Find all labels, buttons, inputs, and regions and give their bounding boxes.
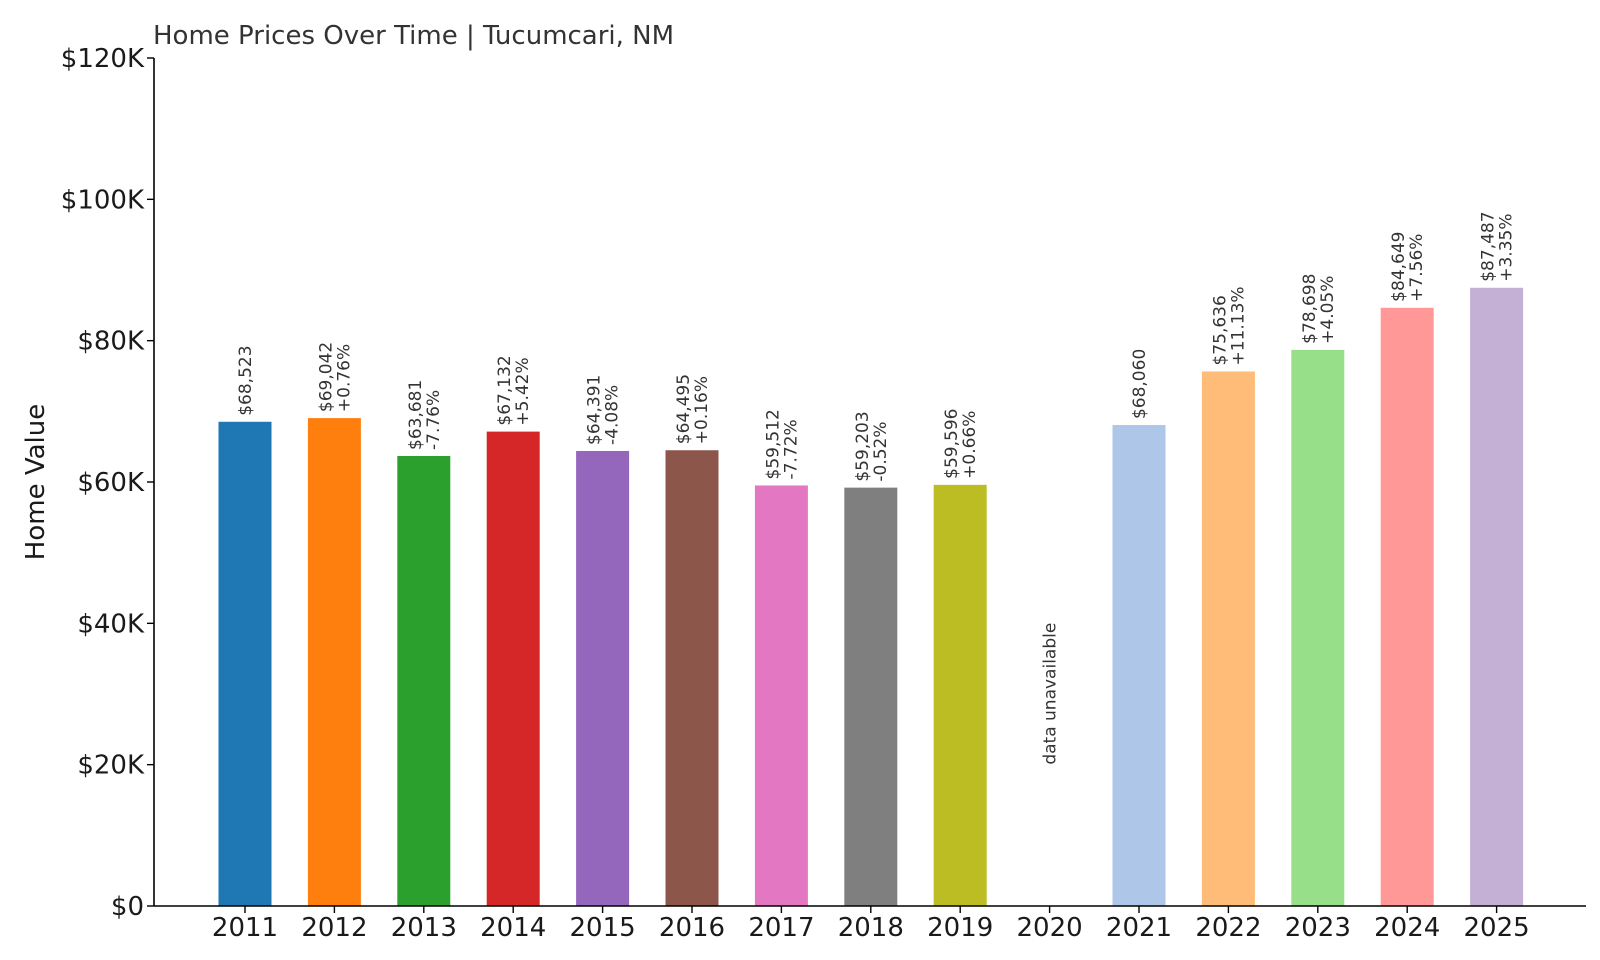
bar-value-label: $64,495	[674, 374, 694, 444]
bar-2022	[1201, 371, 1255, 906]
x-tick-label: 2017	[748, 913, 814, 943]
bar-value-label: $64,391	[585, 375, 605, 445]
bar-change-label: +4.05%	[1318, 276, 1338, 344]
bar-change-label: +0.66%	[960, 411, 980, 479]
bar-value-label: $59,596	[942, 409, 962, 479]
y-tick-label: $20K	[77, 751, 145, 781]
bar-2012	[307, 418, 361, 906]
bar-2018	[844, 487, 898, 906]
bar-2013	[397, 455, 451, 906]
bar-value-label: $69,042	[316, 342, 336, 412]
bar-2011	[218, 421, 272, 906]
bar-change-label: -7.76%	[424, 390, 444, 450]
bar-change-label: +0.76%	[334, 344, 354, 412]
y-tick-label: $120K	[61, 44, 145, 74]
y-axis-label: Home Value	[21, 404, 51, 560]
bar-change-label: +0.16%	[692, 376, 712, 444]
x-tick-label: 2014	[480, 913, 546, 943]
bar-value-label: $63,681	[406, 380, 426, 450]
bar-value-label: $68,523	[236, 345, 256, 415]
x-tick-label: 2023	[1285, 913, 1351, 943]
missing-data-label: data unavailable	[1041, 623, 1061, 765]
bar-value-label: $87,487	[1479, 211, 1499, 281]
x-tick-label: 2025	[1464, 913, 1530, 943]
x-tick-label: 2013	[391, 913, 457, 943]
bar-change-label: +5.42%	[513, 357, 533, 425]
bars-group	[218, 287, 1524, 907]
bar-2025	[1470, 287, 1524, 906]
bar-change-label: +3.35%	[1497, 214, 1517, 282]
y-tick-label: $100K	[61, 185, 145, 215]
bar-value-label: $78,698	[1300, 274, 1320, 344]
x-tick-label: 2018	[838, 913, 904, 943]
bar-change-label: +7.56%	[1407, 234, 1427, 302]
y-tick-label: $40K	[77, 609, 145, 639]
x-tick-label: 2022	[1195, 913, 1261, 943]
bar-2021	[1112, 425, 1166, 906]
bar-2019	[933, 484, 987, 906]
bar-change-label: -4.08%	[603, 385, 623, 445]
bar-change-label: -7.72%	[781, 419, 801, 479]
bar-value-label: $68,060	[1130, 349, 1150, 419]
y-tick-label: $80K	[77, 327, 145, 357]
y-axis-ticks: $0 $20K $40K $60K $80K $100K $120K	[61, 44, 154, 922]
bar-change-label: -0.52%	[871, 421, 891, 481]
x-axis-ticks: 2011 2012 2013 2014 2015 2016 2017 2018 2019 2020…	[212, 906, 1530, 943]
x-tick-label: 2012	[301, 913, 367, 943]
chart-title: Home Prices Over Time | Tucumcari, NM	[153, 21, 674, 51]
bar-value-label: $84,649	[1389, 232, 1409, 302]
bar-value-label: $67,132	[495, 355, 515, 425]
bar-2024	[1380, 307, 1434, 906]
x-tick-label: 2021	[1106, 913, 1172, 943]
x-tick-label: 2015	[570, 913, 636, 943]
bar-2023	[1291, 349, 1345, 907]
y-tick-label: $60K	[77, 468, 145, 498]
bar-value-label: $59,203	[853, 411, 873, 481]
x-tick-label: 2019	[927, 913, 993, 943]
bar-value-label: $59,512	[763, 409, 783, 479]
x-tick-label: 2011	[212, 913, 278, 943]
bar-change-label: +11.13%	[1228, 286, 1248, 365]
x-tick-label: 2020	[1017, 913, 1083, 943]
x-tick-label: 2024	[1374, 913, 1440, 943]
bar-value-label: $75,636	[1210, 295, 1230, 365]
data-labels-group: $68,523 $69,042+0.76% $63,681-7.76% $67,132…	[236, 211, 1517, 764]
bar-2017	[754, 485, 808, 906]
bar-2014	[486, 431, 540, 906]
x-tick-label: 2016	[659, 913, 725, 943]
y-tick-label: $0	[111, 892, 144, 922]
bar-2016	[665, 450, 719, 906]
bar-2015	[576, 450, 630, 906]
